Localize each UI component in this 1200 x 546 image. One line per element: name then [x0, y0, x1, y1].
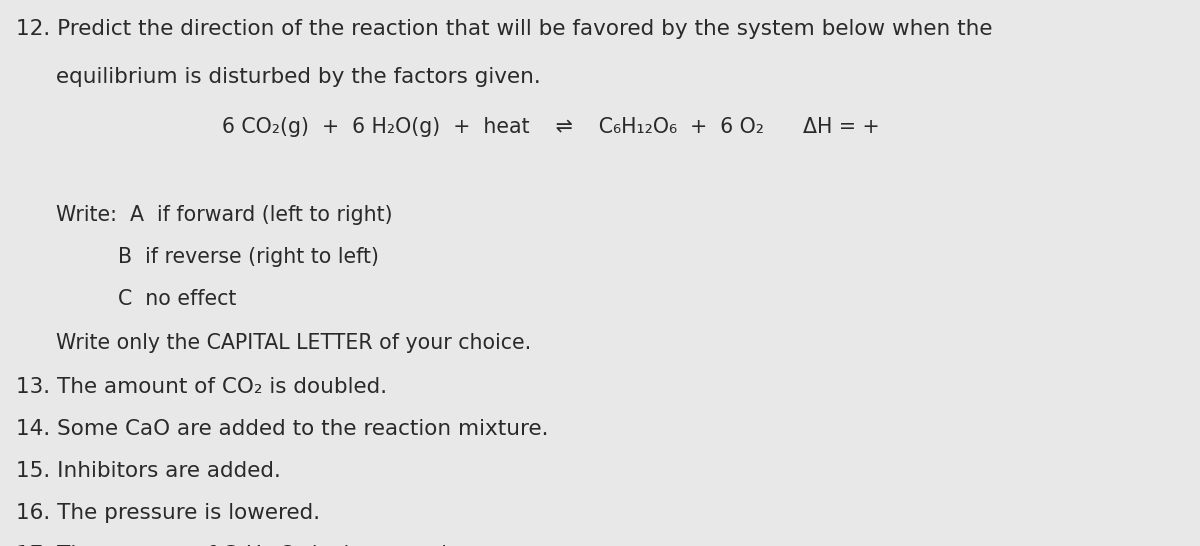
Text: 15. Inhibitors are added.: 15. Inhibitors are added.	[16, 461, 281, 482]
Text: 16. The pressure is lowered.: 16. The pressure is lowered.	[16, 503, 319, 524]
Text: 6 CO₂(g)  +  6 H₂O(g)  +  heat    ⇌    C₆H₁₂O₆  +  6 O₂      ΔH = +: 6 CO₂(g) + 6 H₂O(g) + heat ⇌ C₆H₁₂O₆ + 6…	[222, 117, 880, 138]
Text: B  if reverse (right to left): B if reverse (right to left)	[118, 247, 379, 267]
Text: 13. The amount of CO₂ is doubled.: 13. The amount of CO₂ is doubled.	[16, 377, 386, 397]
Text: Write only the CAPITAL LETTER of your choice.: Write only the CAPITAL LETTER of your ch…	[56, 333, 532, 353]
Text: C  no effect: C no effect	[118, 289, 236, 310]
Text: 14. Some CaO are added to the reaction mixture.: 14. Some CaO are added to the reaction m…	[16, 419, 548, 440]
Text: 17. The amount of C₆H₁₂O₆ is decreased.: 17. The amount of C₆H₁₂O₆ is decreased.	[16, 545, 454, 546]
Text: equilibrium is disturbed by the factors given.: equilibrium is disturbed by the factors …	[56, 67, 541, 87]
Text: 12. Predict the direction of the reaction that will be favored by the system bel: 12. Predict the direction of the reactio…	[16, 19, 992, 39]
Text: Write:  A  if forward (left to right): Write: A if forward (left to right)	[56, 205, 394, 225]
